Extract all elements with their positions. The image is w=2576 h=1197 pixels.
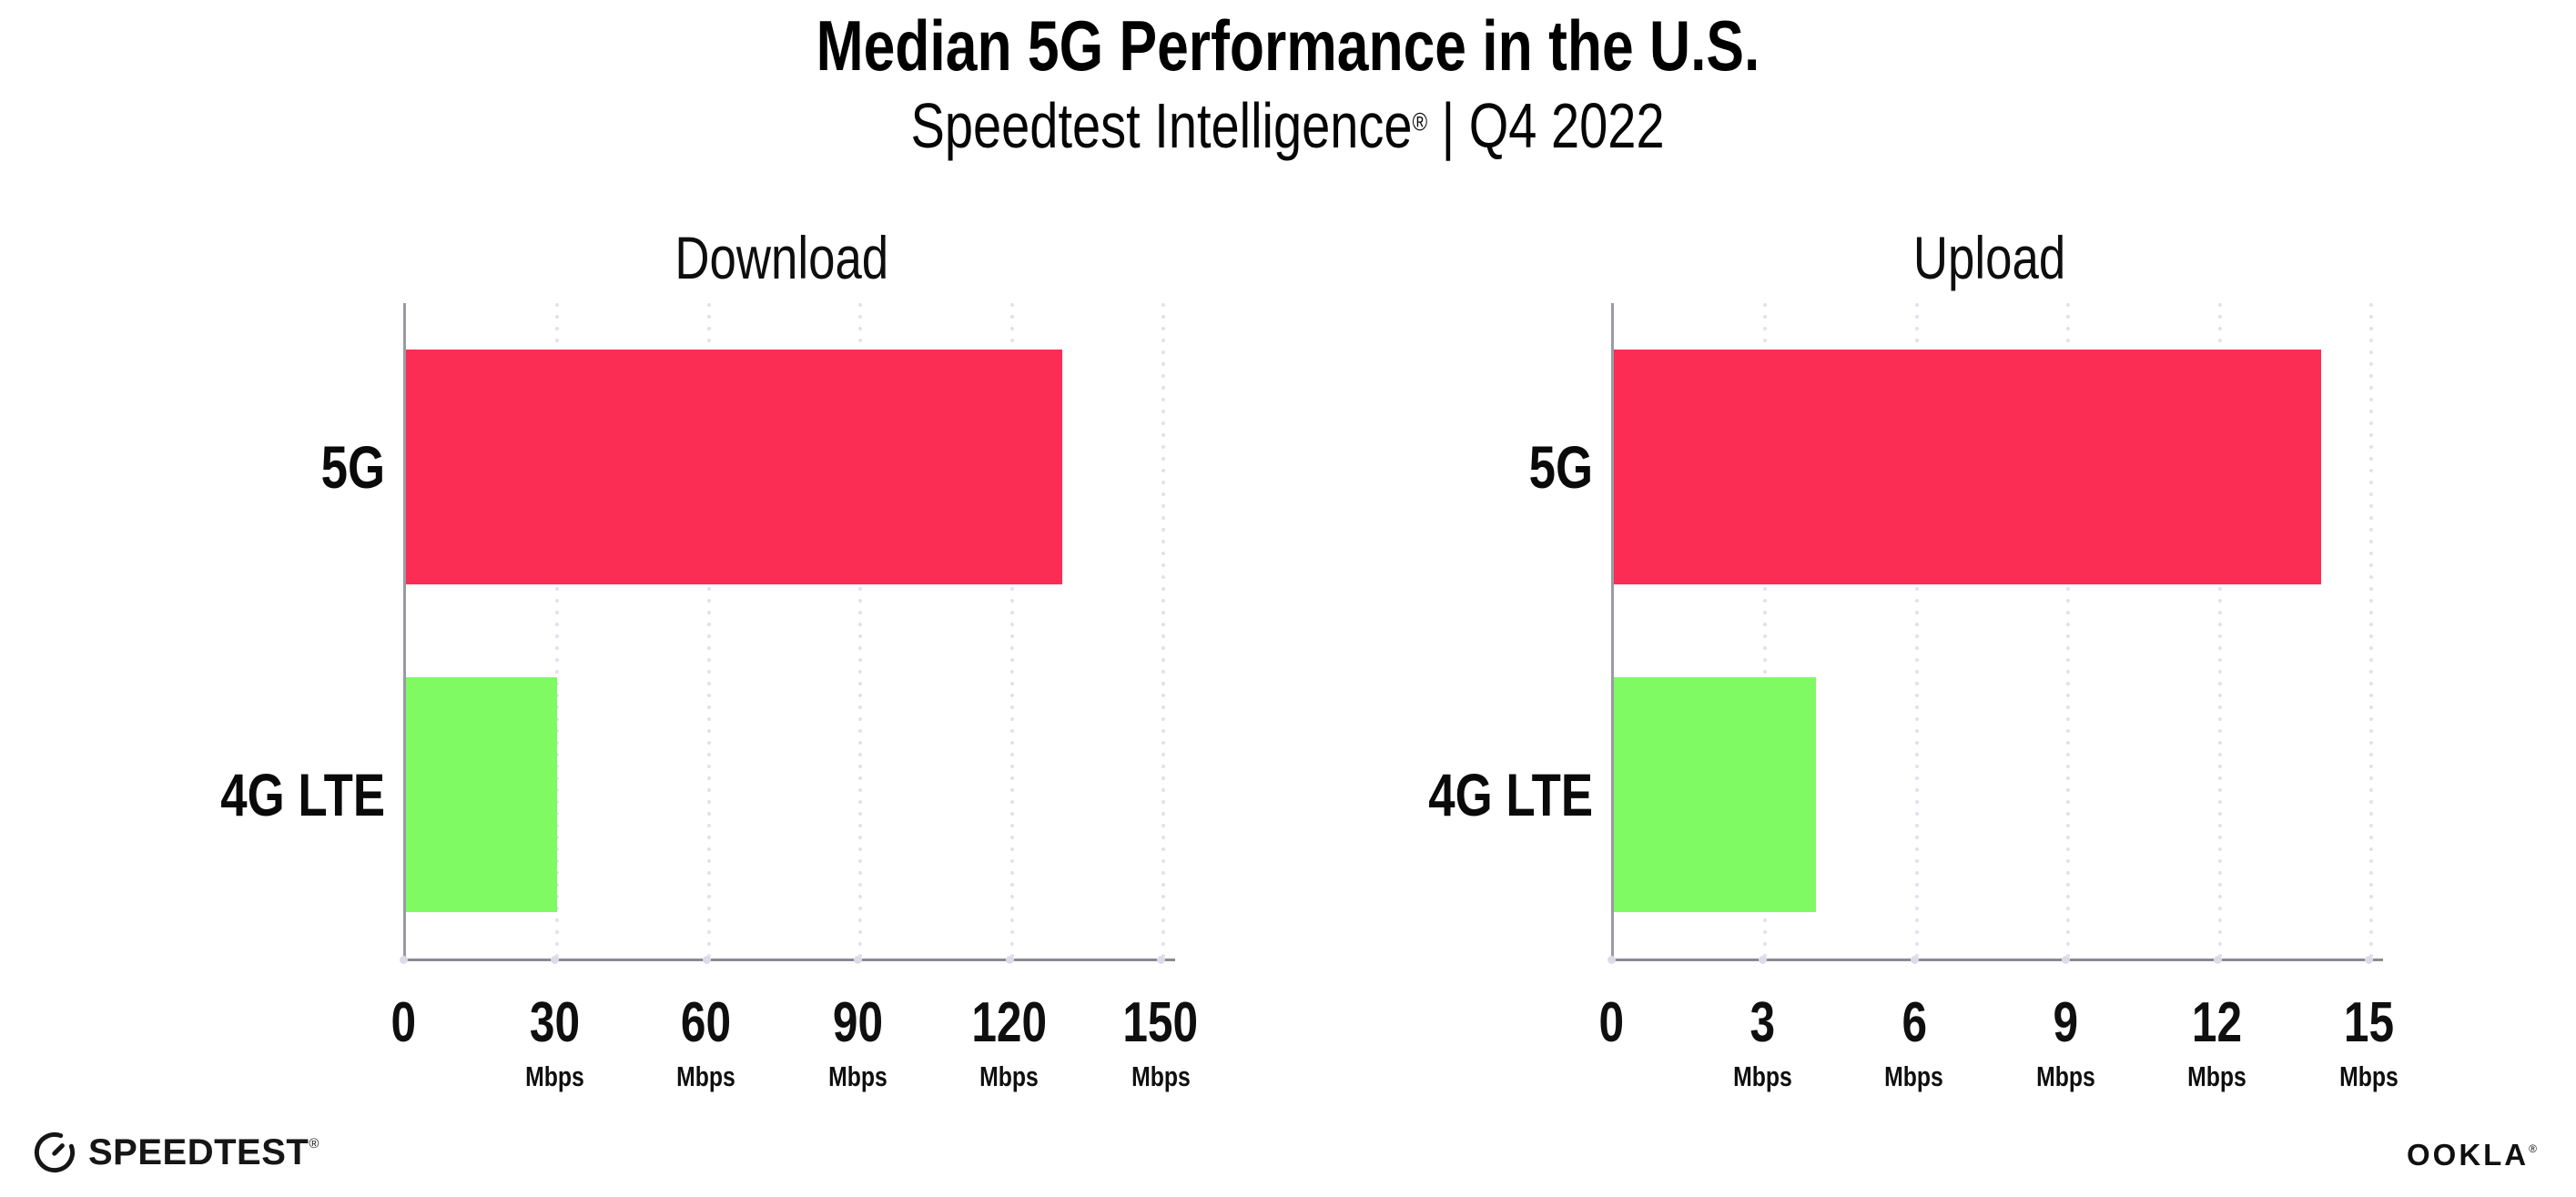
x-tick-120: 120 Mbps xyxy=(971,991,1047,1092)
gridline-6 xyxy=(1914,303,1919,959)
download-bars xyxy=(406,303,1163,959)
gridline-15 xyxy=(2369,303,2373,959)
x-tick-15: 15 Mbps xyxy=(2338,991,2399,1092)
axis-tick-dot-0 xyxy=(400,956,408,964)
ookla-wordmark-text: OOKLA xyxy=(2406,1138,2530,1172)
gridline-3 xyxy=(1763,303,1768,959)
download-chart-title: Download xyxy=(403,223,1161,292)
x-tick-6: 6 Mbps xyxy=(1884,991,1944,1092)
subtitle-brand: Speedtest Intelligence xyxy=(910,90,1414,161)
x-tick-60: 60 Mbps xyxy=(676,991,736,1092)
x-tick-30: 30 Mbps xyxy=(525,991,584,1092)
x-tick-150: 150 Mbps xyxy=(1122,991,1199,1092)
bar-row-5g xyxy=(406,303,1163,631)
gridline-90 xyxy=(858,303,863,959)
upload-bars xyxy=(1614,303,2371,959)
axis-tick-dot-150 xyxy=(1157,956,1165,964)
upload-bar-4g-lte xyxy=(1614,677,1816,912)
upload-chart-title: Upload xyxy=(1611,223,2368,292)
subtitle-period: | Q4 2022 xyxy=(1427,90,1666,161)
upload-plot-area xyxy=(1611,303,2373,959)
x-tick-0: 0 xyxy=(390,991,416,1054)
download-chart: Download 5G 4G LTE 0 30 Mbps 60 Mbps 90 Mbps 120… xyxy=(141,223,1206,1133)
axis-tick-dot-30 xyxy=(551,956,560,964)
download-x-axis-ticks: 0 30 Mbps 60 Mbps 90 Mbps 120 Mbps 150 Mbps xyxy=(390,991,1198,1122)
speedtest-wordmark-text: SPEEDTEST xyxy=(88,1131,309,1172)
bar-row-4g-lte xyxy=(406,631,1163,959)
page-subtitle: Speedtest Intelligence® | Q4 2022 xyxy=(0,89,2576,163)
download-bar-4g-lte xyxy=(406,677,558,912)
ookla-wordmark: OOKLA® xyxy=(2407,1138,2540,1172)
x-tick-9: 9 Mbps xyxy=(2035,991,2095,1092)
upload-y-axis-labels: 5G 4G LTE xyxy=(1349,303,1593,959)
page-title-text: Median 5G Performance in the U.S. xyxy=(816,5,1760,86)
download-chart-title-text: Download xyxy=(674,224,889,291)
speedtest-wordmark: SPEEDTEST® xyxy=(88,1132,319,1173)
page-subtitle-text: Speedtest Intelligence® | Q4 2022 xyxy=(911,89,1665,163)
upload-x-axis-ticks: 0 3 Mbps 6 Mbps 9 Mbps 12 Mbps 15 Mbps xyxy=(1598,991,2398,1122)
gridline-150 xyxy=(1161,303,1165,959)
axis-tick-dot-60 xyxy=(702,956,711,964)
axis-tick-dot-9 xyxy=(2062,956,2071,964)
registered-trademark-icon: ® xyxy=(1413,107,1428,137)
axis-tick-dot-3 xyxy=(1759,956,1768,964)
bar-row-5g xyxy=(1614,303,2371,631)
x-tick-3: 3 Mbps xyxy=(1733,991,1792,1092)
gridline-60 xyxy=(706,303,711,959)
axis-tick-dot-90 xyxy=(854,956,863,964)
speedtest-gauge-icon xyxy=(34,1131,76,1173)
page-title: Median 5G Performance in the U.S. xyxy=(0,5,2576,87)
axis-tick-dot-12 xyxy=(2213,956,2222,964)
y-axis-label-5g: 5G xyxy=(320,433,385,501)
axis-tick-dot-120 xyxy=(1005,956,1014,964)
speedtest-logo: SPEEDTEST® xyxy=(33,1131,319,1174)
y-axis-label-5g: 5G xyxy=(1528,433,1593,501)
download-plot-area xyxy=(403,303,1165,959)
y-axis-label-4g-lte: 4G LTE xyxy=(1428,761,1593,828)
axis-tick-dot-15 xyxy=(2365,956,2373,964)
download-y-axis-labels: 5G 4G LTE xyxy=(141,303,385,959)
axis-tick-dot-6 xyxy=(1910,956,1919,964)
gridline-30 xyxy=(555,303,560,959)
upload-chart: Upload 5G 4G LTE 0 3 Mbps 6 Mbps 9 Mbps 12 Mbps 15… xyxy=(1349,223,2414,1133)
x-tick-0: 0 xyxy=(1598,991,1624,1054)
gridline-9 xyxy=(2066,303,2071,959)
gridline-120 xyxy=(1009,303,1014,959)
upload-x-axis-line xyxy=(1607,956,2383,964)
ookla-registered-icon: ® xyxy=(2529,1142,2540,1155)
ookla-logo: OOKLA® xyxy=(2407,1138,2540,1172)
download-bar-5g xyxy=(406,350,1063,584)
upload-chart-title-text: Upload xyxy=(1913,224,2066,291)
axis-tick-dot-0 xyxy=(1607,956,1616,964)
bar-row-4g-lte xyxy=(1614,631,2371,959)
gridline-12 xyxy=(2217,303,2222,959)
x-tick-12: 12 Mbps xyxy=(2187,991,2246,1092)
upload-bar-5g xyxy=(1614,350,2321,584)
speedtest-registered-icon: ® xyxy=(309,1135,319,1151)
y-axis-label-4g-lte: 4G LTE xyxy=(220,761,385,828)
x-tick-90: 90 Mbps xyxy=(827,991,887,1092)
download-x-axis-line xyxy=(400,956,1175,964)
